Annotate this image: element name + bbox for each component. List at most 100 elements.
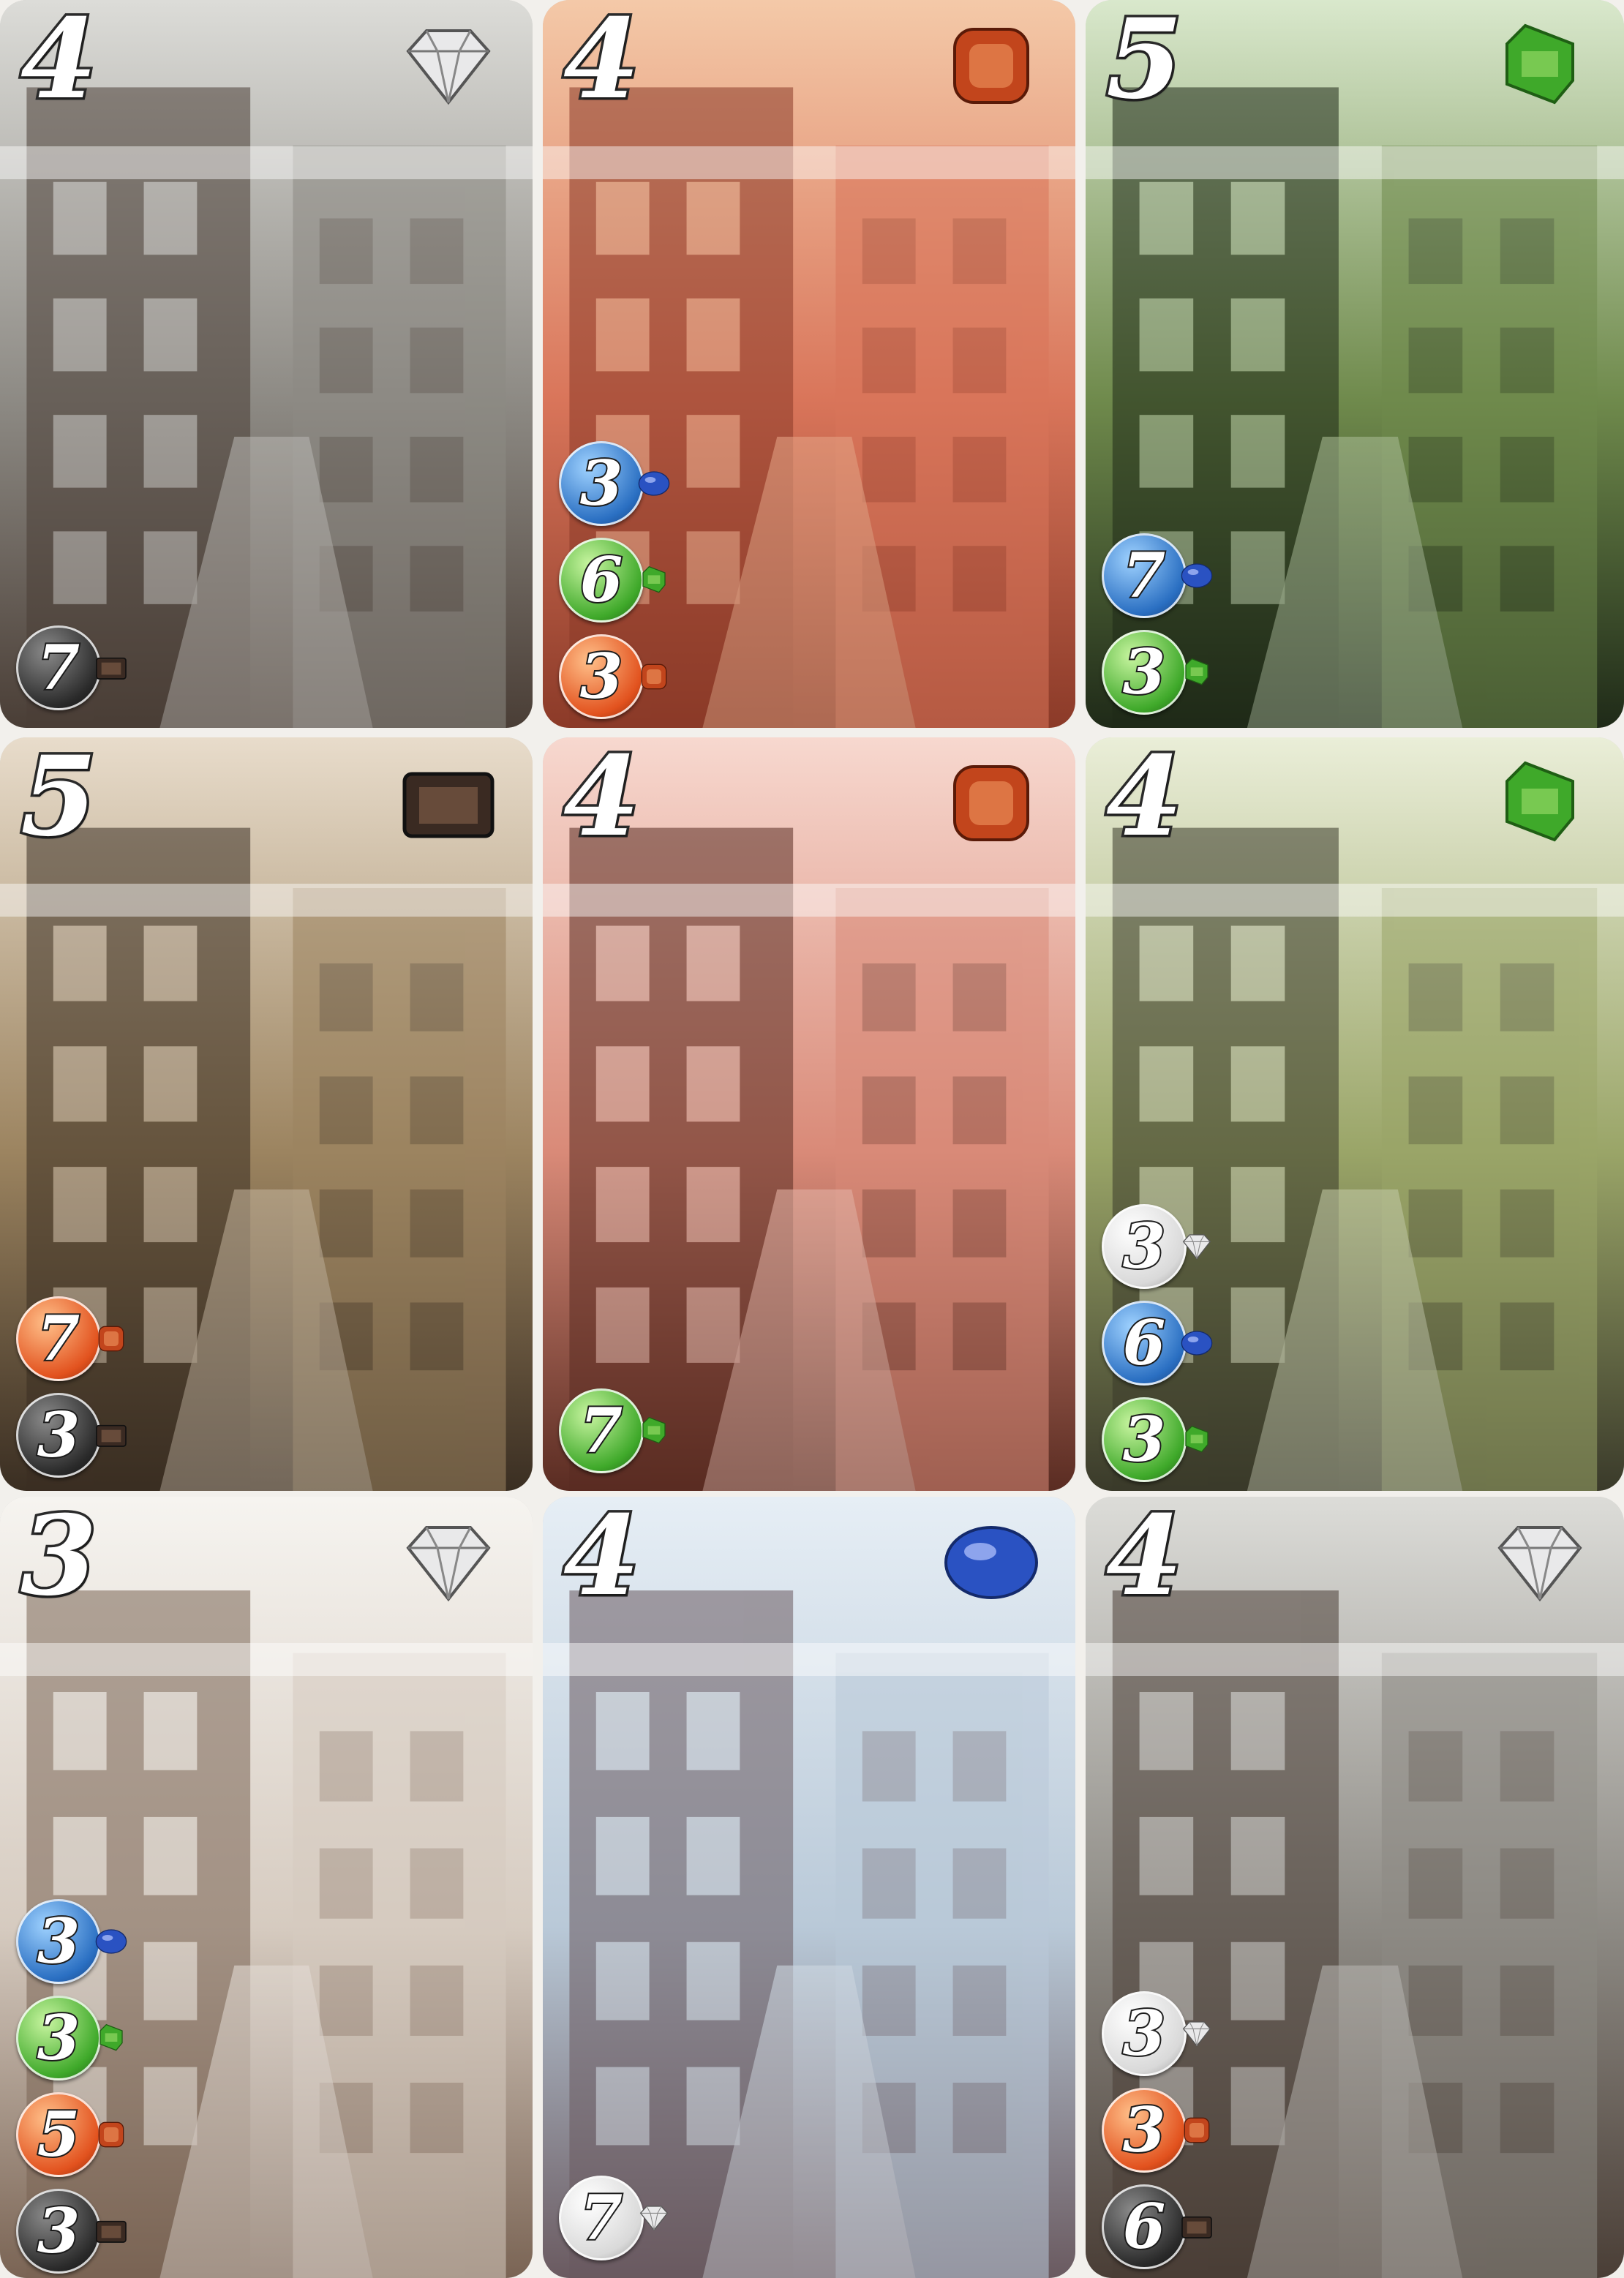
cost-gem-red-icon — [641, 664, 667, 690]
cost-token-black: 6 — [1102, 2184, 1212, 2269]
scene-illustration — [26, 87, 506, 728]
cost-list: 7 — [16, 614, 127, 710]
cost-gem-white-icon — [1182, 1234, 1211, 1260]
prestige-points: 4 — [1103, 737, 1184, 861]
card-header-band — [0, 1643, 533, 1676]
cost-token-black: 3 — [16, 1393, 127, 1478]
prestige-points: 4 — [560, 737, 642, 861]
card-artwork — [0, 0, 533, 728]
cost-amount: 3 — [36, 2000, 81, 2075]
cost-gem-blue-icon — [1181, 1331, 1213, 1356]
scene-illustration — [1112, 827, 1598, 1491]
bonus-gem-green-icon — [1505, 761, 1574, 842]
cost-gem-red-icon — [98, 1326, 124, 1352]
cost-amount: 6 — [1121, 2189, 1167, 2264]
cost-token-blue: 6 — [1102, 1301, 1213, 1386]
cost-gem-white-icon — [639, 2206, 669, 2231]
card-header-band — [543, 884, 1075, 917]
cost-gem-red-icon — [98, 2121, 124, 2148]
cost-amount: 5 — [36, 2097, 81, 2172]
cost-gem-black-icon — [1181, 2216, 1212, 2238]
prestige-points: 4 — [18, 0, 99, 124]
cost-list: 7 — [559, 1377, 666, 1473]
prestige-points: 5 — [1103, 0, 1184, 124]
card-artwork — [1086, 0, 1624, 728]
cost-gem-red-icon — [1184, 2117, 1210, 2143]
cost-token-white: 7 — [559, 2176, 669, 2260]
bonus-gem-blue-icon — [944, 1526, 1038, 1599]
cost-amount: 7 — [36, 630, 81, 705]
cost-list: 3 3 5 3 — [16, 1887, 127, 2274]
cost-token-green: 3 — [1102, 1397, 1208, 1482]
cost-token-blue: 3 — [16, 1899, 127, 1984]
cost-amount: 3 — [36, 1397, 81, 1473]
card-artwork — [543, 1497, 1075, 2278]
cost-amount: 3 — [36, 1903, 81, 1979]
cost-token-green: 3 — [1102, 630, 1208, 715]
cost-gem-blue-icon — [638, 471, 670, 496]
cost-token-white: 3 — [1102, 1204, 1211, 1289]
bonus-gem-white-icon — [1497, 1526, 1582, 1602]
card-header-band — [1086, 146, 1624, 179]
cost-amount: 3 — [579, 639, 624, 714]
card-header-band — [0, 146, 533, 179]
cost-token-green: 3 — [16, 1996, 123, 2080]
bonus-gem-red-icon — [953, 28, 1029, 104]
cost-amount: 7 — [1121, 538, 1167, 613]
card-header-band — [543, 1643, 1075, 1676]
cost-amount: 7 — [36, 1301, 81, 1376]
bonus-gem-white-icon — [406, 1526, 491, 1602]
scene-illustration — [26, 827, 506, 1491]
cost-amount: 3 — [1121, 2092, 1167, 2168]
cost-amount: 3 — [1121, 1996, 1167, 2071]
card-artwork — [0, 737, 533, 1491]
bonus-gem-white-icon — [406, 29, 491, 105]
cost-gem-green-icon — [99, 2023, 123, 2051]
card[interactable]: 3 3 3 5 3 — [0, 1497, 533, 2278]
scene-illustration — [569, 827, 1049, 1491]
cost-token-black: 3 — [16, 2189, 127, 2274]
prestige-points: 4 — [560, 1497, 642, 1620]
card-artwork — [0, 1497, 533, 2278]
cost-list: 3 3 6 — [1102, 1980, 1212, 2269]
cost-gem-white-icon — [1182, 2021, 1211, 2047]
card[interactable]: 4 3 3 6 — [1086, 1497, 1624, 2278]
cost-amount: 7 — [579, 1393, 624, 1468]
cost-gem-black-icon — [96, 657, 127, 680]
scene-illustration — [569, 1590, 1049, 2278]
scene-illustration — [1112, 87, 1598, 728]
cost-gem-green-icon — [642, 1416, 666, 1444]
cost-amount: 3 — [1121, 1208, 1167, 1284]
prestige-points: 4 — [1103, 1497, 1184, 1620]
cost-gem-green-icon — [1185, 658, 1208, 685]
cost-token-red: 3 — [1102, 2088, 1210, 2173]
bonus-gem-black-icon — [402, 772, 495, 838]
cost-token-red: 5 — [16, 2092, 124, 2177]
cost-token-green: 7 — [559, 1388, 666, 1473]
cost-token-green: 6 — [559, 538, 666, 623]
card[interactable]: 4 3 6 3 — [543, 0, 1075, 728]
card[interactable]: 4 3 6 3 — [1086, 737, 1624, 1491]
cost-token-white: 3 — [1102, 1991, 1211, 2076]
cost-amount: 3 — [579, 446, 624, 521]
cost-token-blue: 7 — [1102, 533, 1213, 618]
cost-gem-black-icon — [96, 2220, 127, 2243]
cost-token-blue: 3 — [559, 441, 670, 526]
cost-list: 7 — [559, 2164, 669, 2260]
cost-gem-blue-icon — [95, 1929, 127, 1954]
prestige-points: 5 — [18, 737, 99, 861]
cost-gem-black-icon — [96, 1424, 127, 1447]
cost-gem-blue-icon — [1181, 563, 1213, 588]
cost-amount: 3 — [1121, 634, 1167, 710]
cost-list: 3 6 3 — [1102, 1192, 1213, 1482]
card-header-band — [1086, 884, 1624, 917]
cost-amount: 3 — [36, 2193, 81, 2268]
card-header-band — [543, 146, 1075, 179]
